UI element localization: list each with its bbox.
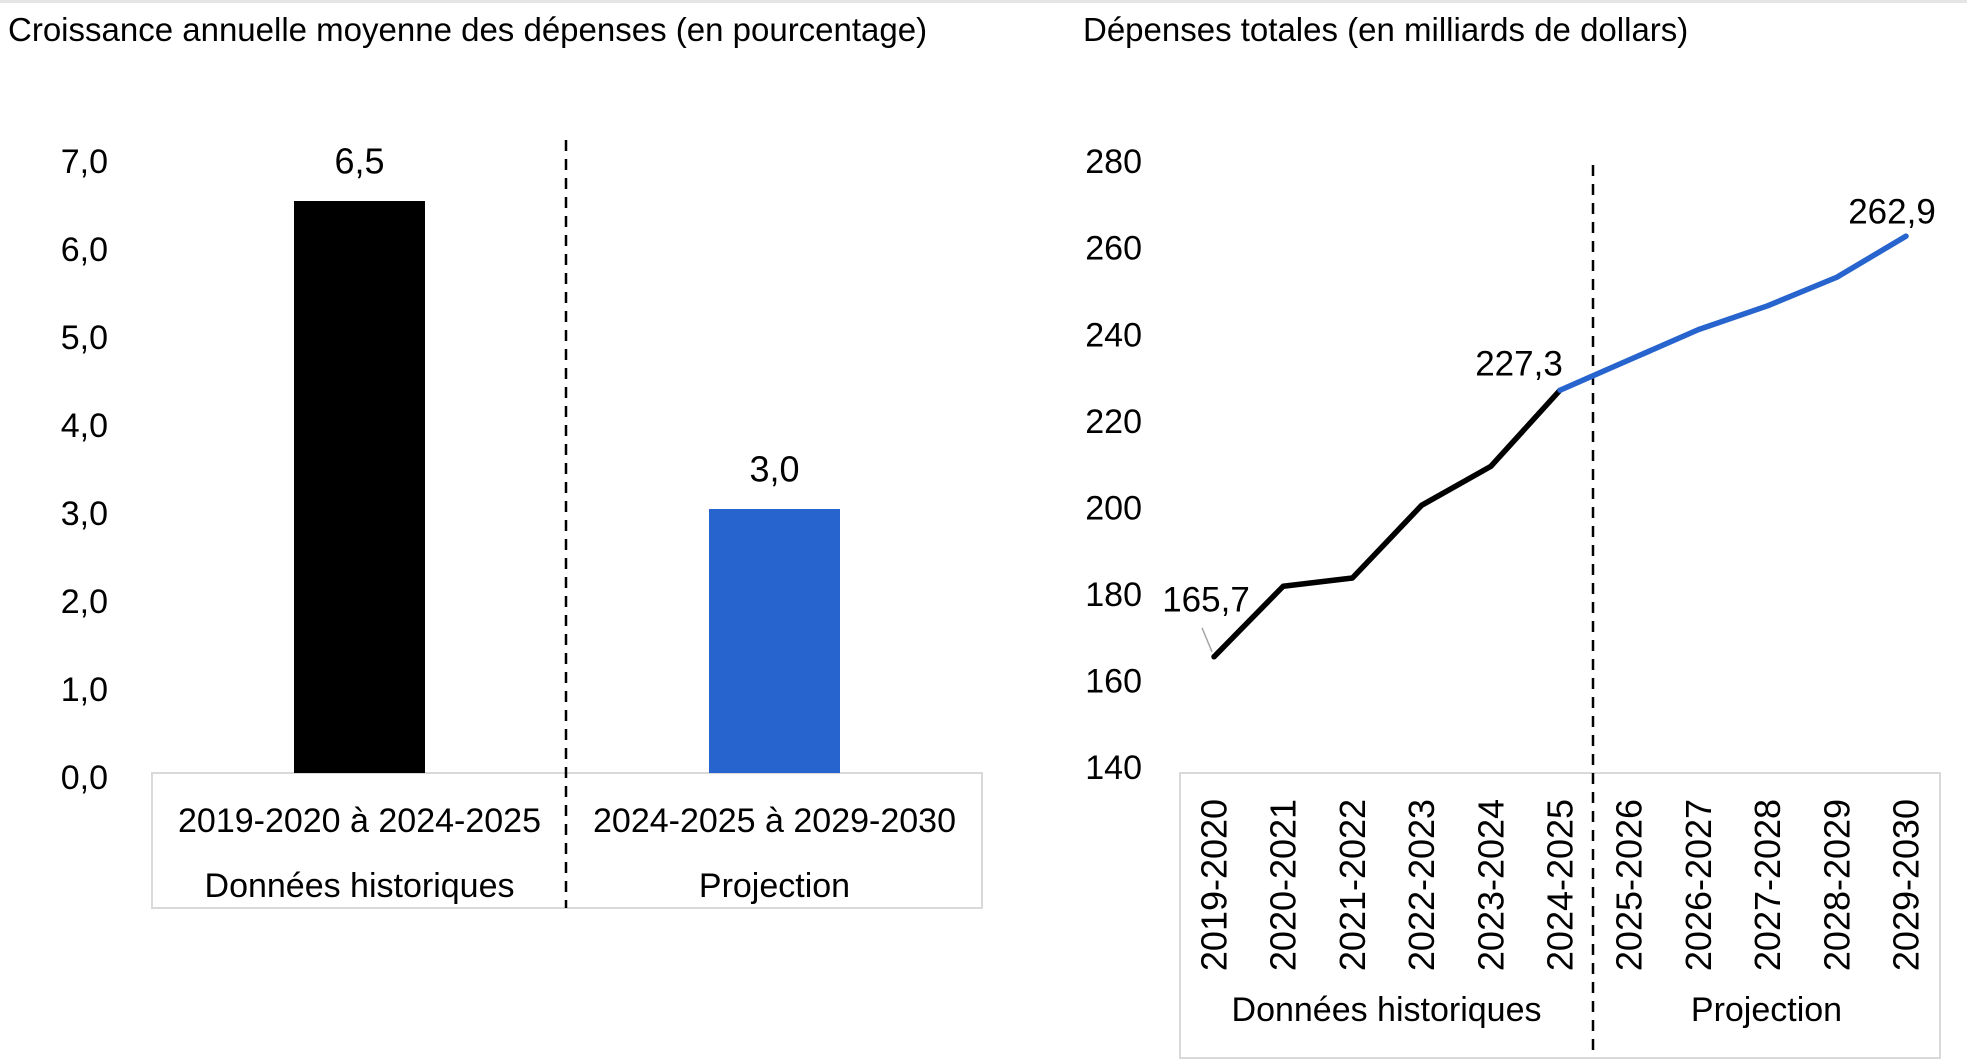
line-y-tick-label: 180 xyxy=(1085,576,1142,614)
line-series-historical xyxy=(1211,387,1563,660)
line-y-tick-label: 200 xyxy=(1085,489,1142,527)
line-x-axis-label-box xyxy=(1179,772,1941,1059)
line-chart-total-spending: 140 160 180 200 220 240 260 280 2019-2020 2020-20… xyxy=(1085,143,1941,1059)
line-y-tick-label: 160 xyxy=(1085,662,1142,700)
bar-category-label: 2019-2020 à 2024-2025 xyxy=(178,802,541,840)
point-label-leader-line xyxy=(1201,627,1213,653)
line-x-year-label: 2020-2021 xyxy=(1263,799,1304,971)
line-x-year-label: 2023-2024 xyxy=(1470,799,1511,971)
line-group-label-historical: Données historiques xyxy=(1232,991,1542,1029)
line-y-tick-label: 140 xyxy=(1085,749,1142,787)
bar-group-label: Projection xyxy=(699,867,850,905)
bar-y-tick-label: 4,0 xyxy=(61,407,108,445)
window-top-edge xyxy=(0,0,1967,3)
line-y-tick-label: 220 xyxy=(1085,403,1142,441)
line-x-year-label: 2021-2022 xyxy=(1332,799,1373,971)
line-x-year-label: 2027-2028 xyxy=(1747,799,1788,971)
line-x-year-label: 2026-2027 xyxy=(1678,799,1719,971)
line-x-year-label: 2029-2030 xyxy=(1886,799,1927,971)
bar-y-tick-label: 1,0 xyxy=(61,671,108,709)
bar-projection xyxy=(709,509,840,773)
bar-value-label: 3,0 xyxy=(749,449,799,490)
line-y-tick-label: 240 xyxy=(1085,316,1142,354)
line-x-year-label: 2019-2020 xyxy=(1194,799,1235,971)
line-x-year-label: 2022-2023 xyxy=(1401,799,1442,971)
line-x-year-label: 2024-2025 xyxy=(1540,799,1581,971)
bar-historical xyxy=(294,201,425,773)
bar-y-tick-label: 0,0 xyxy=(61,759,108,797)
bar-chart-average-growth: 0,0 1,0 2,0 3,0 4,0 5,0 6,0 7,0 6,5 2019-2020 à 2… xyxy=(61,140,983,909)
bar-category-label: 2024-2025 à 2029-2030 xyxy=(593,802,956,840)
line-point-label: 262,9 xyxy=(1848,193,1936,232)
right-chart-title: Dépenses totales (en milliards de dollar… xyxy=(1083,11,1688,48)
line-x-year-label: 2028-2029 xyxy=(1816,799,1857,971)
line-y-tick-label: 260 xyxy=(1085,230,1142,268)
line-y-tick-label: 280 xyxy=(1085,143,1142,181)
line-group-label-projection: Projection xyxy=(1691,991,1842,1029)
bar-y-tick-label: 5,0 xyxy=(61,319,108,357)
bar-value-label: 6,5 xyxy=(334,141,384,182)
bar-group-label: Données historiques xyxy=(205,867,515,905)
line-point-label: 227,3 xyxy=(1475,345,1563,384)
bar-y-tick-label: 3,0 xyxy=(61,495,108,533)
bar-y-tick-label: 6,0 xyxy=(61,231,108,269)
line-series-projection xyxy=(1557,233,1909,393)
line-point-label: 165,7 xyxy=(1162,580,1250,619)
bar-y-tick-label: 2,0 xyxy=(61,583,108,621)
left-chart-title: Croissance annuelle moyenne des dépenses… xyxy=(8,11,927,48)
bar-y-tick-label: 7,0 xyxy=(61,143,108,181)
line-x-year-label: 2025-2026 xyxy=(1609,799,1650,971)
